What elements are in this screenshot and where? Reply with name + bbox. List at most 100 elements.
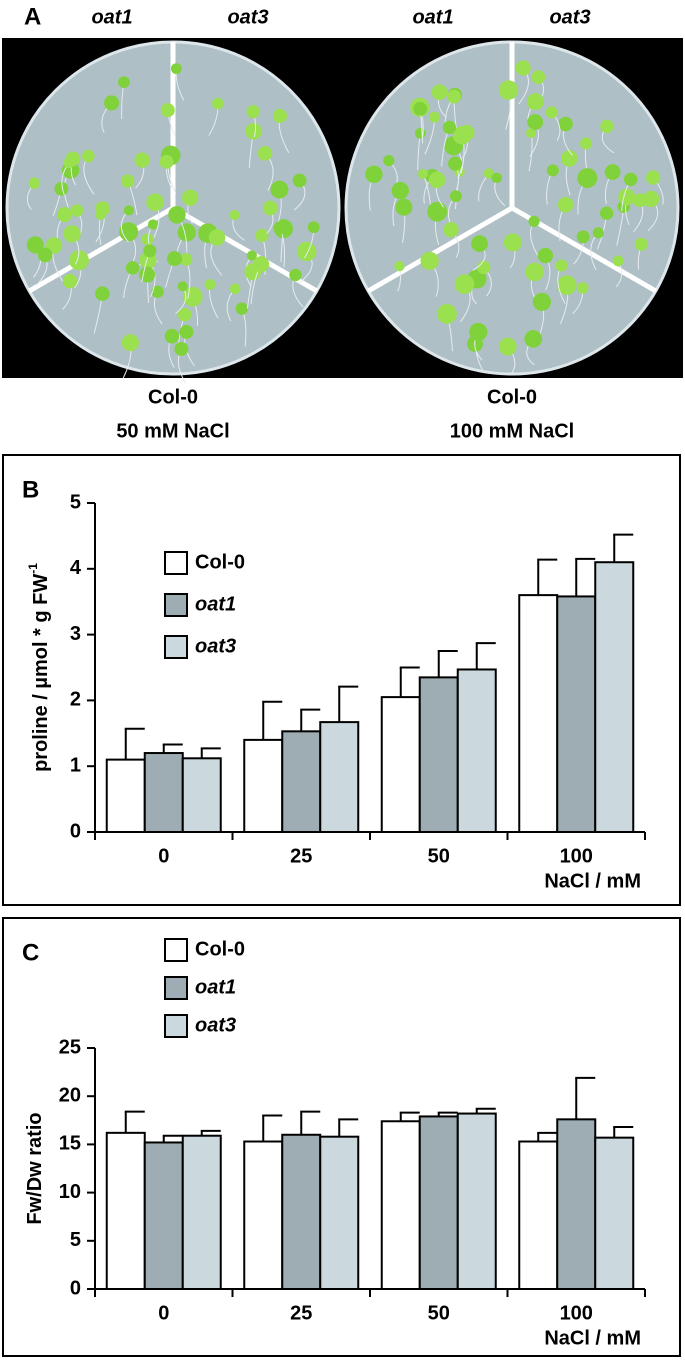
seedling [427,201,448,222]
legend-swatch [164,551,188,575]
seedling [634,237,648,251]
seedling [164,328,180,344]
y-tick-label: 15 [59,1133,81,1155]
condition-label: 100 mM NaCl [450,420,575,442]
seedling [394,260,405,272]
seedling [121,334,139,352]
seedling [182,189,199,206]
seedling [642,190,660,208]
seedling [262,200,278,216]
legend-label: oat3 [195,1014,236,1036]
seedling [174,341,189,356]
seedling [618,188,636,206]
seedling [525,127,537,139]
seedling [125,261,140,275]
seedling [498,80,519,100]
seedling [417,168,429,179]
seedling [235,302,249,315]
seedling [526,93,544,111]
seedling [604,164,621,180]
seedling [246,104,260,119]
bar [281,1133,322,1291]
seedling [645,170,661,185]
bar [418,676,459,833]
sector-label: oat3 [227,6,268,28]
seedling [104,95,120,111]
seedling [273,221,287,235]
seedling [257,146,273,161]
seedling [212,97,224,110]
seedling [556,275,577,296]
y-axis-label-text: proline / µmol * g FW [30,574,52,772]
seedling [81,149,95,163]
seedling [26,236,44,254]
seedling [557,197,574,213]
seedling [612,255,624,267]
y-tick-label: 2 [70,689,81,711]
bar [181,1134,222,1290]
seedling [95,286,110,301]
sector-label: oat1 [91,6,132,28]
legend-swatch [164,1014,188,1038]
seedling [134,152,150,168]
bar [456,1112,497,1290]
seedling [118,76,130,89]
plate-divider [366,205,514,294]
x-tick-label: 50 [428,1302,450,1324]
seedling [121,174,135,188]
seedling [296,241,317,262]
seedling [383,155,395,167]
bar [380,1120,421,1291]
seedling [576,282,589,294]
seedling [147,219,159,230]
legend-swatch [164,938,188,962]
seedling [179,253,193,266]
y-axis-label: Fw/Dw ratio [24,1112,46,1224]
seedling [577,168,598,188]
bar [105,1131,146,1291]
seedling [95,209,106,221]
x-tick-label: 25 [290,845,312,867]
legend-label: oat3 [195,635,236,657]
seedling [177,281,188,292]
seedling [414,127,426,139]
seedling [270,180,289,199]
x-tick-label: 25 [290,1302,312,1324]
seedling [62,273,78,289]
bar [556,595,597,833]
seedling [289,268,302,282]
seedling [555,259,568,272]
seedling [143,244,157,258]
seedling [528,215,540,227]
seedling [491,172,502,184]
bar [380,696,421,833]
seedling [600,206,614,220]
seedling [177,223,196,242]
seedling [469,322,488,341]
seedling [141,233,154,246]
y-tick-label: 0 [70,1277,81,1299]
seedling [246,250,257,261]
seedling [307,221,320,234]
seedling [413,101,428,116]
y-tick-label: 25 [59,1036,81,1058]
seedling [431,84,448,101]
seedling [146,193,164,212]
seedling [252,256,270,273]
seedling [168,206,186,224]
seedling [177,307,192,322]
bar [181,757,222,834]
legend-label: Col-0 [195,938,245,960]
seedling [428,171,446,189]
seedling [503,233,522,252]
legend-label: Col-0 [195,551,245,573]
y-tick-label: 0 [70,820,81,842]
y-tick-label: 3 [70,623,81,645]
seedling [447,89,461,104]
seedling [600,119,614,134]
x-tick-label: 100 [560,1302,593,1324]
seedling [545,106,558,119]
bar [105,758,146,833]
seedling [229,283,241,295]
